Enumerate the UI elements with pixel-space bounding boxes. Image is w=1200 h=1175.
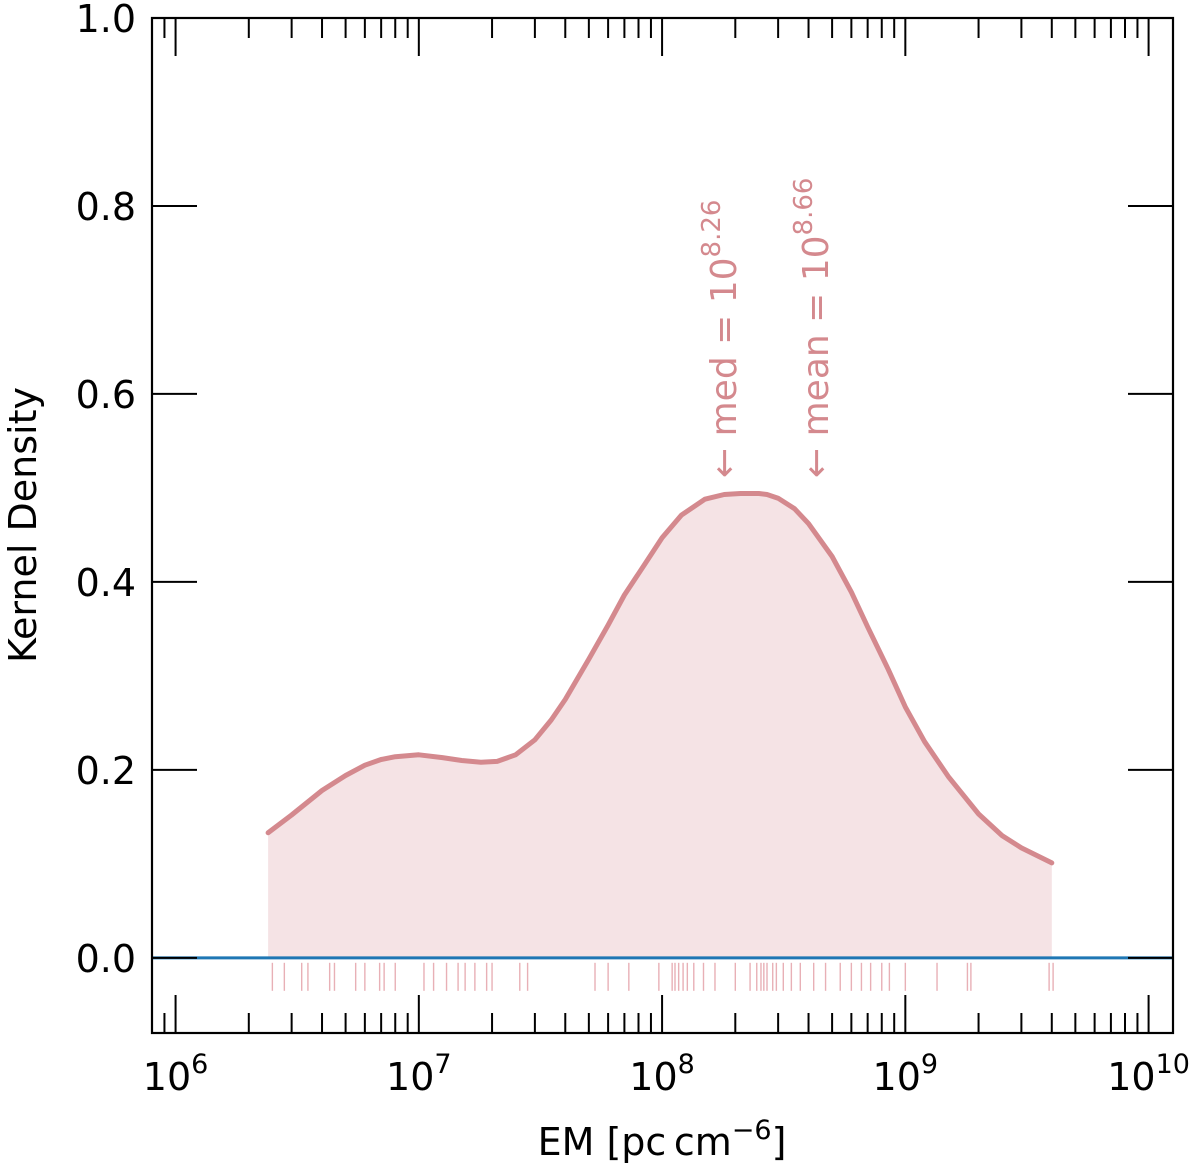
x-tick-label: 109 (873, 1049, 939, 1099)
y-axis-label: Kernel Density (1, 387, 45, 663)
plot-frame (150, 16, 1175, 1035)
x-tick-label: 106 (143, 1049, 209, 1099)
x-tick-label: 1010 (1107, 1049, 1190, 1099)
y-tick-label: 1.0 (76, 0, 136, 41)
annotations-layer: ← med = 108.26 ← mean = 108.66 (697, 178, 837, 478)
density-curve (265, 491, 1055, 866)
density-fill-layer (268, 493, 1052, 958)
rug-layer (271, 962, 1054, 991)
stat-annotation: ← mean = 108.66 (789, 178, 837, 478)
y-tick-label: 0.0 (76, 937, 136, 981)
stat-annotation: ← med = 108.26 (697, 200, 745, 478)
y-tick-label: 0.8 (76, 185, 136, 229)
y-tick-label: 0.2 (76, 749, 136, 793)
y-tick-label: 0.6 (76, 373, 136, 417)
density-curve-layer (265, 491, 1055, 866)
x-tick-label: 107 (386, 1049, 452, 1099)
y-tick-label: 0.4 (76, 561, 136, 605)
tick-labels-layer: 0.0 0.2 0.4 0.6 0.8 1.0 106 107 108 109 1010 (76, 0, 1190, 1099)
density-fill (268, 493, 1052, 958)
x-axis-label: EM [pc cm−6] (538, 1115, 787, 1164)
x-tick-label: 108 (629, 1049, 695, 1099)
